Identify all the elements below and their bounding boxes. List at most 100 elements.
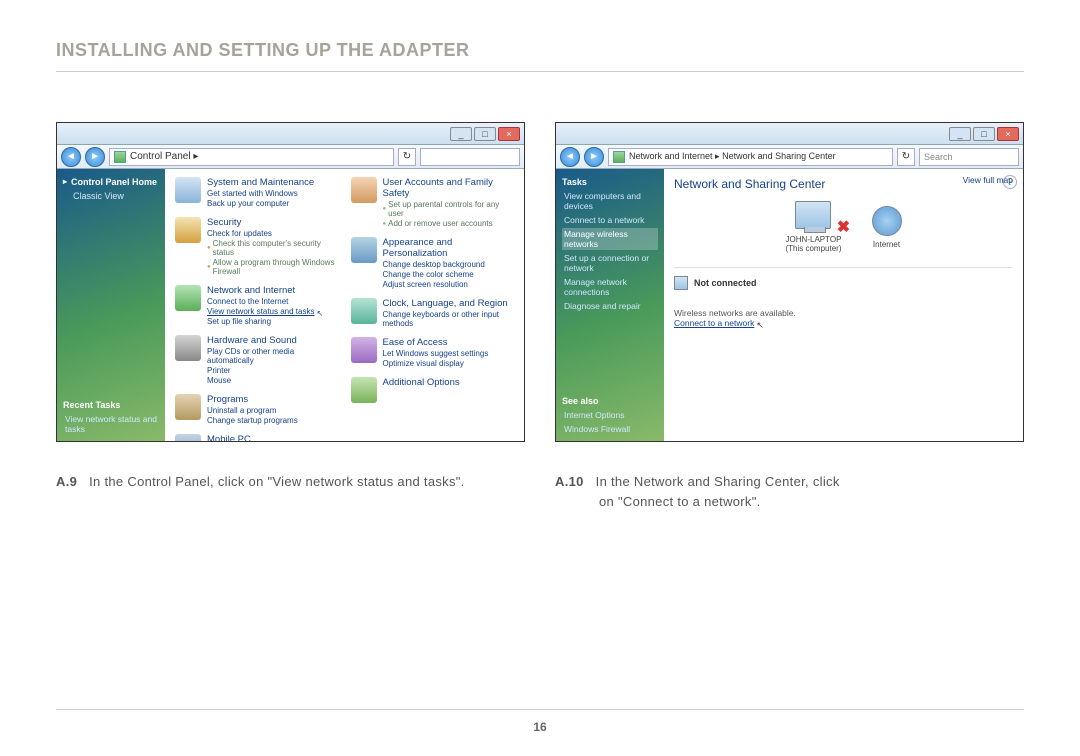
security-icon — [175, 217, 201, 243]
cat-link[interactable]: Play CDs or other media automatically — [207, 347, 339, 365]
back-button[interactable]: ◄ — [560, 147, 580, 167]
network-status-icon — [674, 276, 688, 290]
back-button[interactable]: ◄ — [61, 147, 81, 167]
left-column: _ □ × ◄ ► Control Panel ▸ ↻ Cont — [56, 122, 525, 511]
user-accounts-icon — [351, 177, 377, 203]
task-view-computers[interactable]: View computers and devices — [562, 190, 658, 212]
breadcrumb: Control Panel ▸ — [130, 151, 198, 162]
screenshot-network-sharing: _ □ × ◄ ► Network and Internet ▸ Network… — [555, 122, 1024, 442]
cat-link[interactable]: Back up your computer — [207, 199, 314, 208]
cat-network-internet[interactable]: Network and Internet — [207, 285, 321, 296]
cat-link[interactable]: Check this computer's security status — [207, 239, 339, 257]
cat-clock-language[interactable]: Clock, Language, and Region — [383, 298, 515, 309]
task-connect-network[interactable]: Connect to a network — [562, 214, 658, 226]
wireless-available-text: Wireless networks are available. — [674, 308, 1013, 318]
cat-link[interactable]: Set up parental controls for any user — [383, 200, 515, 218]
cat-link[interactable]: Set up file sharing — [207, 317, 321, 326]
network-internet-icon — [175, 285, 201, 311]
node-label: Internet — [873, 240, 900, 249]
status-row: Not connected — [674, 276, 1013, 290]
view-network-status-link[interactable]: View network status and tasks↖ — [207, 307, 321, 316]
cat-security[interactable]: Security — [207, 217, 339, 228]
cat-additional-options[interactable]: Additional Options — [383, 377, 460, 388]
search-input[interactable] — [420, 148, 520, 166]
sidebar-classic-view[interactable]: Classic View — [73, 191, 159, 201]
left-caption: A.9In the Control Panel, click on "View … — [56, 472, 525, 492]
task-diagnose-repair[interactable]: Diagnose and repair — [562, 300, 658, 312]
caption-text-line2: on "Connect to a network". — [599, 494, 761, 509]
seealso-title: See also — [562, 396, 658, 406]
maximize-button[interactable]: □ — [973, 127, 995, 141]
cat-appearance[interactable]: Appearance and Personalization — [383, 237, 515, 259]
cat-link[interactable]: Let Windows suggest settings — [383, 349, 489, 358]
seealso-internet-options[interactable]: Internet Options — [562, 409, 658, 421]
refresh-button[interactable]: ↻ — [398, 148, 416, 166]
tasks-title: Tasks — [562, 177, 658, 187]
nav-bar: ◄ ► Network and Internet ▸ Network and S… — [556, 145, 1023, 169]
right-column: _ □ × ◄ ► Network and Internet ▸ Network… — [555, 122, 1024, 511]
node-sublabel: (This computer) — [785, 244, 841, 253]
task-setup-connection[interactable]: Set up a connection or network — [562, 252, 658, 274]
cat-link[interactable]: Get started with Windows — [207, 189, 314, 198]
cat-link[interactable]: Change desktop background — [383, 260, 515, 269]
cursor-icon: ↖ — [316, 309, 323, 318]
caption-text: In the Control Panel, click on "View net… — [89, 474, 464, 489]
address-bar[interactable]: Control Panel ▸ — [109, 148, 394, 166]
seealso-windows-firewall[interactable]: Windows Firewall — [562, 423, 658, 435]
recent-tasks-title: Recent Tasks — [63, 400, 159, 410]
globe-icon — [872, 206, 902, 236]
cat-link[interactable]: Check for updates — [207, 229, 339, 238]
system-maintenance-icon — [175, 177, 201, 203]
cat-hardware-sound[interactable]: Hardware and Sound — [207, 335, 339, 346]
cat-link[interactable]: Change the color scheme — [383, 270, 515, 279]
minimize-button[interactable]: _ — [450, 127, 472, 141]
top-rule — [56, 71, 1024, 72]
nav-bar: ◄ ► Control Panel ▸ ↻ — [57, 145, 524, 169]
cat-link[interactable]: Add or remove user accounts — [383, 219, 515, 228]
cat-programs[interactable]: Programs — [207, 394, 298, 405]
caption-text-line1: In the Network and Sharing Center, click — [596, 474, 840, 489]
node-this-computer: JOHN-LAPTOP (This computer) — [785, 201, 841, 253]
bottom-rule — [56, 709, 1024, 710]
cat-link[interactable]: Uninstall a program — [207, 406, 298, 415]
cat-link[interactable]: Change startup programs — [207, 416, 298, 425]
clock-language-icon — [351, 298, 377, 324]
cat-mobile-pc[interactable]: Mobile PC — [207, 434, 339, 442]
task-manage-connections[interactable]: Manage network connections — [562, 276, 658, 298]
forward-button[interactable]: ► — [85, 147, 105, 167]
window-chrome: _ □ × — [556, 123, 1023, 145]
search-input[interactable]: Search — [919, 148, 1019, 166]
cat-ease-of-access[interactable]: Ease of Access — [383, 337, 489, 348]
refresh-button[interactable]: ↻ — [897, 148, 915, 166]
sidebar: Control Panel Home Classic View Recent T… — [57, 169, 165, 442]
content-area: System and MaintenanceGet started with W… — [165, 169, 524, 442]
task-manage-wireless[interactable]: Manage wireless networks — [562, 228, 658, 250]
close-button[interactable]: × — [498, 127, 520, 141]
cat-link[interactable]: Change keyboards or other input methods — [383, 310, 515, 328]
cat-link[interactable]: Adjust screen resolution — [383, 280, 515, 289]
recent-task-item[interactable]: View network status and tasks — [63, 413, 159, 435]
cat-link[interactable]: Connect to the Internet — [207, 297, 321, 306]
cat-user-accounts[interactable]: User Accounts and Family Safety — [383, 177, 515, 199]
cat-link[interactable]: Optimize visual display — [383, 359, 489, 368]
not-connected-label: Not connected — [694, 278, 757, 288]
disconnected-icon: ✖ — [837, 217, 850, 237]
cat-link[interactable]: Allow a program through Windows Firewall — [207, 258, 339, 276]
node-internet: Internet — [872, 206, 902, 249]
maximize-button[interactable]: □ — [474, 127, 496, 141]
category-column-right: User Accounts and Family SafetySet up pa… — [351, 177, 515, 442]
cat-system-maintenance[interactable]: System and Maintenance — [207, 177, 314, 188]
sidebar: Tasks View computers and devices Connect… — [556, 169, 664, 442]
right-caption: A.10In the Network and Sharing Center, c… — [555, 472, 1024, 511]
view-full-map-link[interactable]: View full map — [963, 175, 1013, 185]
window-chrome: _ □ × — [57, 123, 524, 145]
connect-network-link[interactable]: Connect to a network↖ — [674, 318, 1013, 329]
forward-button[interactable]: ► — [584, 147, 604, 167]
cat-link[interactable]: Printer — [207, 366, 339, 375]
cat-link[interactable]: Mouse — [207, 376, 339, 385]
sidebar-home[interactable]: Control Panel Home — [63, 177, 159, 187]
close-button[interactable]: × — [997, 127, 1019, 141]
additional-options-icon — [351, 377, 377, 403]
address-bar[interactable]: Network and Internet ▸ Network and Shari… — [608, 148, 893, 166]
minimize-button[interactable]: _ — [949, 127, 971, 141]
